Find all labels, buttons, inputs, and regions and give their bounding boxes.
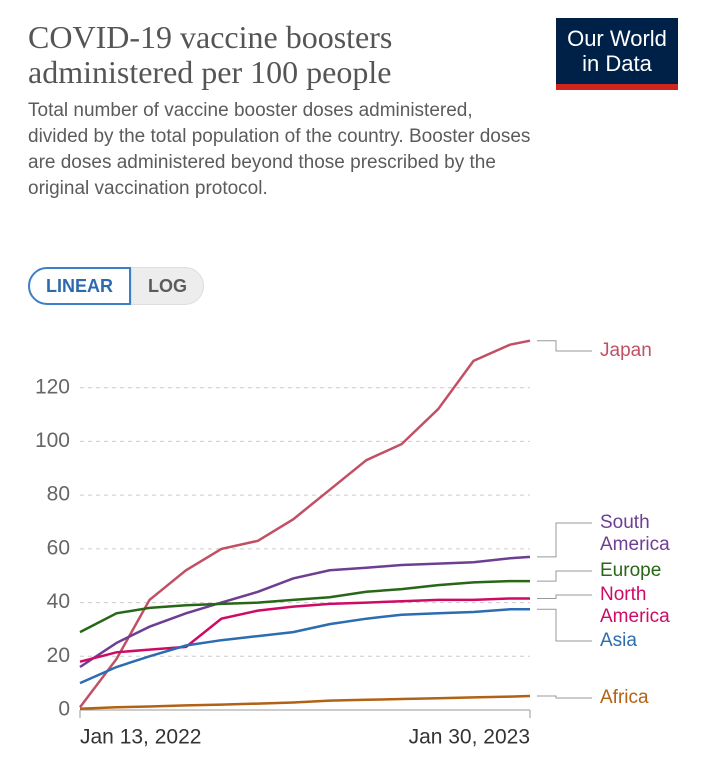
scale-toggle: LINEAR LOG [28, 267, 204, 305]
x-tick-label: Jan 30, 2023 [409, 726, 530, 749]
y-tick-label: 60 [47, 536, 70, 559]
y-tick-label: 120 [35, 375, 70, 398]
legend-label: Asia [600, 630, 637, 651]
y-tick-label: 40 [47, 590, 70, 613]
legend-label: North America [600, 584, 670, 627]
label-connector [537, 340, 592, 352]
series-line [79, 694, 531, 710]
chart-subtitle: Total number of vaccine booster doses ad… [28, 100, 531, 199]
series-line [79, 597, 530, 663]
y-tick-label: 0 [58, 698, 70, 721]
series-line [79, 555, 531, 669]
label-connector [537, 522, 592, 558]
y-tick-label: 100 [35, 429, 70, 452]
x-tick-label: Jan 13, 2022 [80, 726, 201, 749]
label-connector [537, 695, 592, 699]
legend-label: Japan [600, 340, 652, 361]
legend-label: Africa [600, 687, 649, 708]
label-connector [537, 608, 592, 642]
series-line [79, 579, 530, 634]
series-line [79, 608, 530, 685]
legend-label: South America [600, 512, 670, 555]
scale-button[interactable]: LOG [131, 267, 204, 305]
y-tick-label: 80 [47, 483, 70, 506]
label-connector [537, 570, 592, 582]
chart-title: COVID-19 vaccine boosters administered p… [28, 19, 393, 90]
logo[interactable]: Our World in Data [556, 18, 678, 90]
y-tick-label: 20 [47, 644, 70, 667]
series-line [79, 339, 531, 709]
legend-label: Europe [600, 560, 662, 581]
scale-button[interactable]: LINEAR [28, 267, 131, 305]
label-connector [537, 594, 592, 600]
